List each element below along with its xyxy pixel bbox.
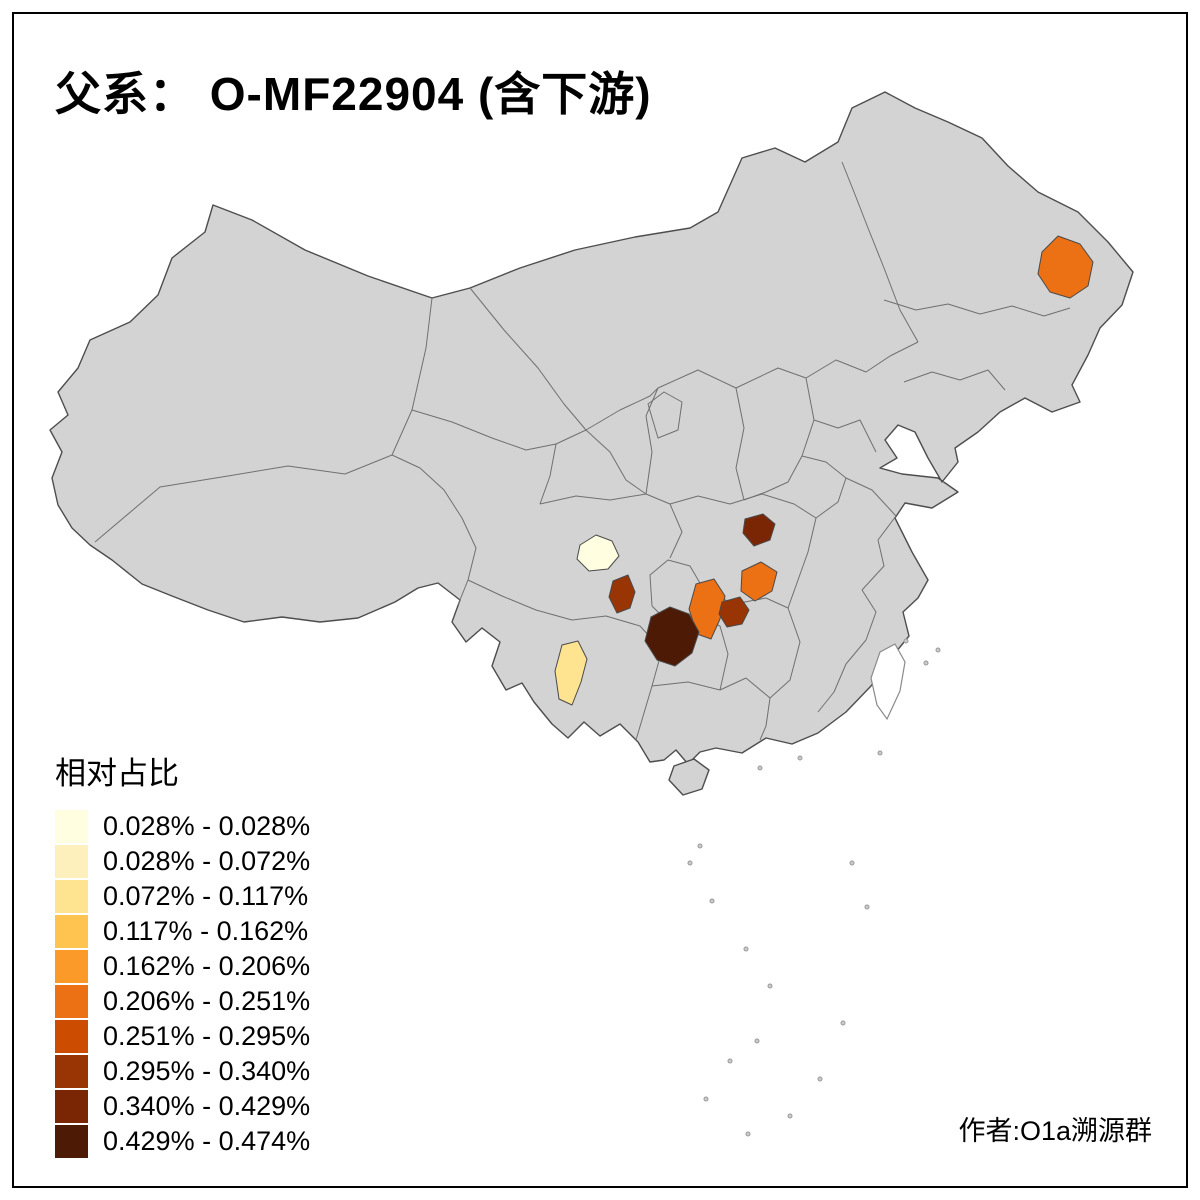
region-sichuan-central	[576, 534, 620, 572]
legend-title: 相对占比	[55, 756, 179, 791]
hainan-island	[668, 758, 710, 796]
legend-label: 0.117% - 0.162%	[103, 916, 309, 946]
legend-row: 0.340% - 0.429%	[55, 1089, 310, 1124]
legend-row: 0.429% - 0.474%	[55, 1124, 310, 1159]
legend-row: 0.295% - 0.340%	[55, 1054, 310, 1089]
legend-label: 0.028% - 0.028%	[103, 811, 311, 841]
small-islands	[687, 638, 941, 1137]
choropleth-regions	[554, 235, 1094, 706]
legend-swatch	[55, 1055, 88, 1088]
legend-swatch	[55, 915, 88, 948]
legend-label: 0.028% - 0.072%	[103, 846, 311, 876]
legend-swatch	[55, 950, 88, 983]
region-shaanxi-south	[742, 513, 776, 547]
legend-label: 0.429% - 0.474%	[103, 1126, 311, 1156]
legend-label: 0.295% - 0.340%	[103, 1056, 311, 1086]
legend-row: 0.028% - 0.072%	[55, 844, 310, 879]
legend-swatch	[55, 1090, 88, 1123]
legend-row: 0.028% - 0.028%	[55, 809, 310, 844]
legend-label: 0.072% - 0.117%	[103, 881, 309, 911]
legend-swatch	[55, 1125, 88, 1158]
region-hunan-north	[740, 561, 778, 602]
legend-label: 0.206% - 0.251%	[103, 986, 311, 1016]
page-title: 父系： O-MF22904 (含下游)	[55, 68, 652, 120]
legend-label: 0.251% - 0.295%	[103, 1021, 311, 1051]
legend-row: 0.251% - 0.295%	[55, 1019, 310, 1054]
china-mainland	[49, 91, 1134, 765]
legend-row: 0.162% - 0.206%	[55, 949, 310, 984]
region-heilongjiang-east	[1037, 235, 1094, 299]
region-hubei-southwest	[718, 596, 750, 628]
legend-row: 0.072% - 0.117%	[55, 879, 310, 914]
legend-label: 0.162% - 0.206%	[103, 951, 311, 981]
legend-swatch	[55, 985, 88, 1018]
legend-swatch	[55, 880, 88, 913]
region-yunnan-central	[554, 640, 588, 706]
region-guizhou-chongqing-dark	[644, 606, 700, 667]
legend-row: 0.206% - 0.251%	[55, 984, 310, 1019]
legend-swatch	[55, 845, 88, 878]
author-credit: 作者:O1a溯源群	[958, 1116, 1152, 1146]
region-sichuan-east	[608, 574, 636, 614]
legend-row: 0.117% - 0.162%	[55, 914, 310, 949]
taiwan-island	[870, 643, 906, 721]
province-borders	[94, 161, 1071, 741]
region-chongqing-west-column	[688, 578, 726, 640]
legend-label: 0.340% - 0.429%	[103, 1091, 311, 1121]
legend: 相对占比 0.028% - 0.028% 0.028% - 0.072% 0.0…	[55, 748, 310, 1159]
legend-swatch	[55, 1020, 88, 1053]
legend-swatch	[55, 810, 88, 843]
